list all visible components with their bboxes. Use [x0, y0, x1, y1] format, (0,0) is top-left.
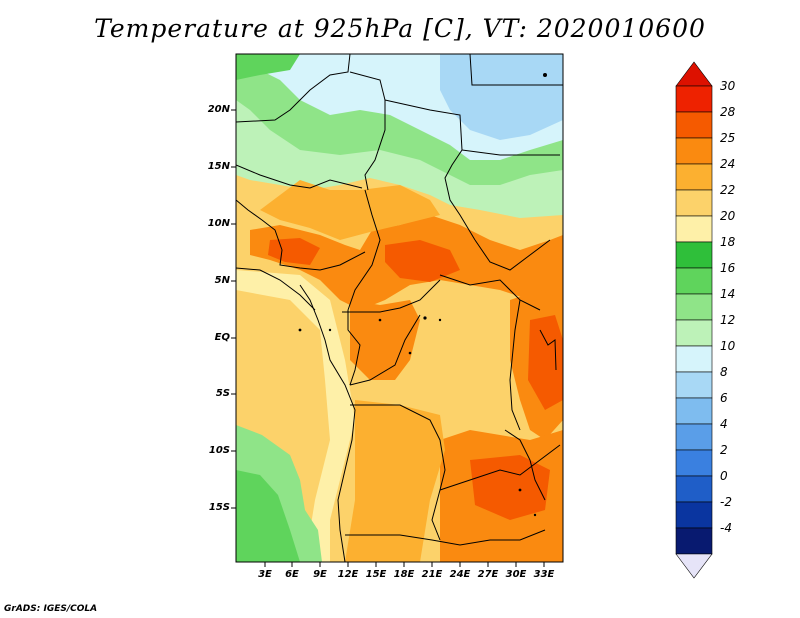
- colorbar-label: -2: [720, 495, 732, 509]
- colorbar-label: 22: [720, 183, 736, 197]
- colorbar: [675, 61, 713, 579]
- lon-label: 33E: [533, 569, 555, 580]
- colorbar-segment: [675, 475, 713, 503]
- lon-label: 21E: [421, 569, 443, 580]
- lon-label: 18E: [393, 569, 415, 580]
- colorbar-segment: [675, 85, 713, 113]
- lon-label: 3E: [258, 569, 272, 580]
- colorbar-segment: [675, 241, 713, 269]
- colorbar-label: 0: [720, 469, 728, 483]
- lat-label: 20N: [207, 104, 230, 115]
- lat-label: 5S: [215, 388, 230, 399]
- colorbar-segment: [675, 293, 713, 321]
- lon-label: 12E: [337, 569, 359, 580]
- colorbar-label: 18: [720, 235, 736, 249]
- lat-label: 5N: [214, 275, 230, 286]
- colorbar-segment: [675, 423, 713, 451]
- lon-label: 30E: [505, 569, 527, 580]
- lon-label: 24E: [449, 569, 471, 580]
- colorbar-segment: [675, 449, 713, 477]
- colorbar-label: 12: [720, 313, 736, 327]
- lon-label: 6E: [285, 569, 299, 580]
- colorbar-top-arrow: [675, 61, 713, 87]
- lakes: [298, 73, 547, 517]
- lat-label: 15N: [207, 161, 230, 172]
- colorbar-label: 25: [720, 131, 736, 145]
- colorbar-segment: [675, 371, 713, 399]
- map-title: Temperature at 925hPa [C], VT: 202001060…: [94, 14, 706, 43]
- lat-label: 10S: [208, 445, 230, 456]
- colorbar-label: 20: [720, 209, 736, 223]
- colorbar-segment: [675, 111, 713, 139]
- colorbar-label: 24: [720, 157, 736, 171]
- lat-label: 15S: [208, 502, 230, 513]
- colorbar-label: 10: [720, 339, 736, 353]
- colorbar-label: 28: [720, 105, 736, 119]
- colorbar-label: 30: [720, 79, 736, 93]
- map-frame: [235, 53, 564, 563]
- colorbar-label: 2: [720, 443, 728, 457]
- lon-label: 15E: [365, 569, 387, 580]
- colorbar-bottom-arrow: [675, 553, 713, 579]
- colorbar-segment: [675, 189, 713, 217]
- colorbar-label: 8: [720, 365, 728, 379]
- colorbar-segment: [675, 137, 713, 165]
- lon-label: 27E: [477, 569, 499, 580]
- country-borders: [236, 54, 563, 562]
- colorbar-segment: [675, 267, 713, 295]
- colorbar-segment: [675, 215, 713, 243]
- colorbar-segment: [675, 527, 713, 555]
- credit-text: GrADS: IGES/COLA: [4, 604, 98, 614]
- colorbar-label: 16: [720, 261, 736, 275]
- colorbar-segment: [675, 163, 713, 191]
- colorbar-segment: [675, 319, 713, 347]
- colorbar-label: 6: [720, 391, 728, 405]
- colorbar-label: -4: [720, 521, 732, 535]
- colorbar-segment: [675, 397, 713, 425]
- lat-label: 10N: [207, 218, 230, 229]
- colorbar-segment: [675, 501, 713, 529]
- colorbar-label: 4: [720, 417, 728, 431]
- lon-label: 9E: [313, 569, 327, 580]
- colorbar-segment: [675, 345, 713, 373]
- lat-label: EQ: [214, 332, 230, 343]
- colorbar-label: 14: [720, 287, 736, 301]
- axis-ticks: [231, 109, 545, 567]
